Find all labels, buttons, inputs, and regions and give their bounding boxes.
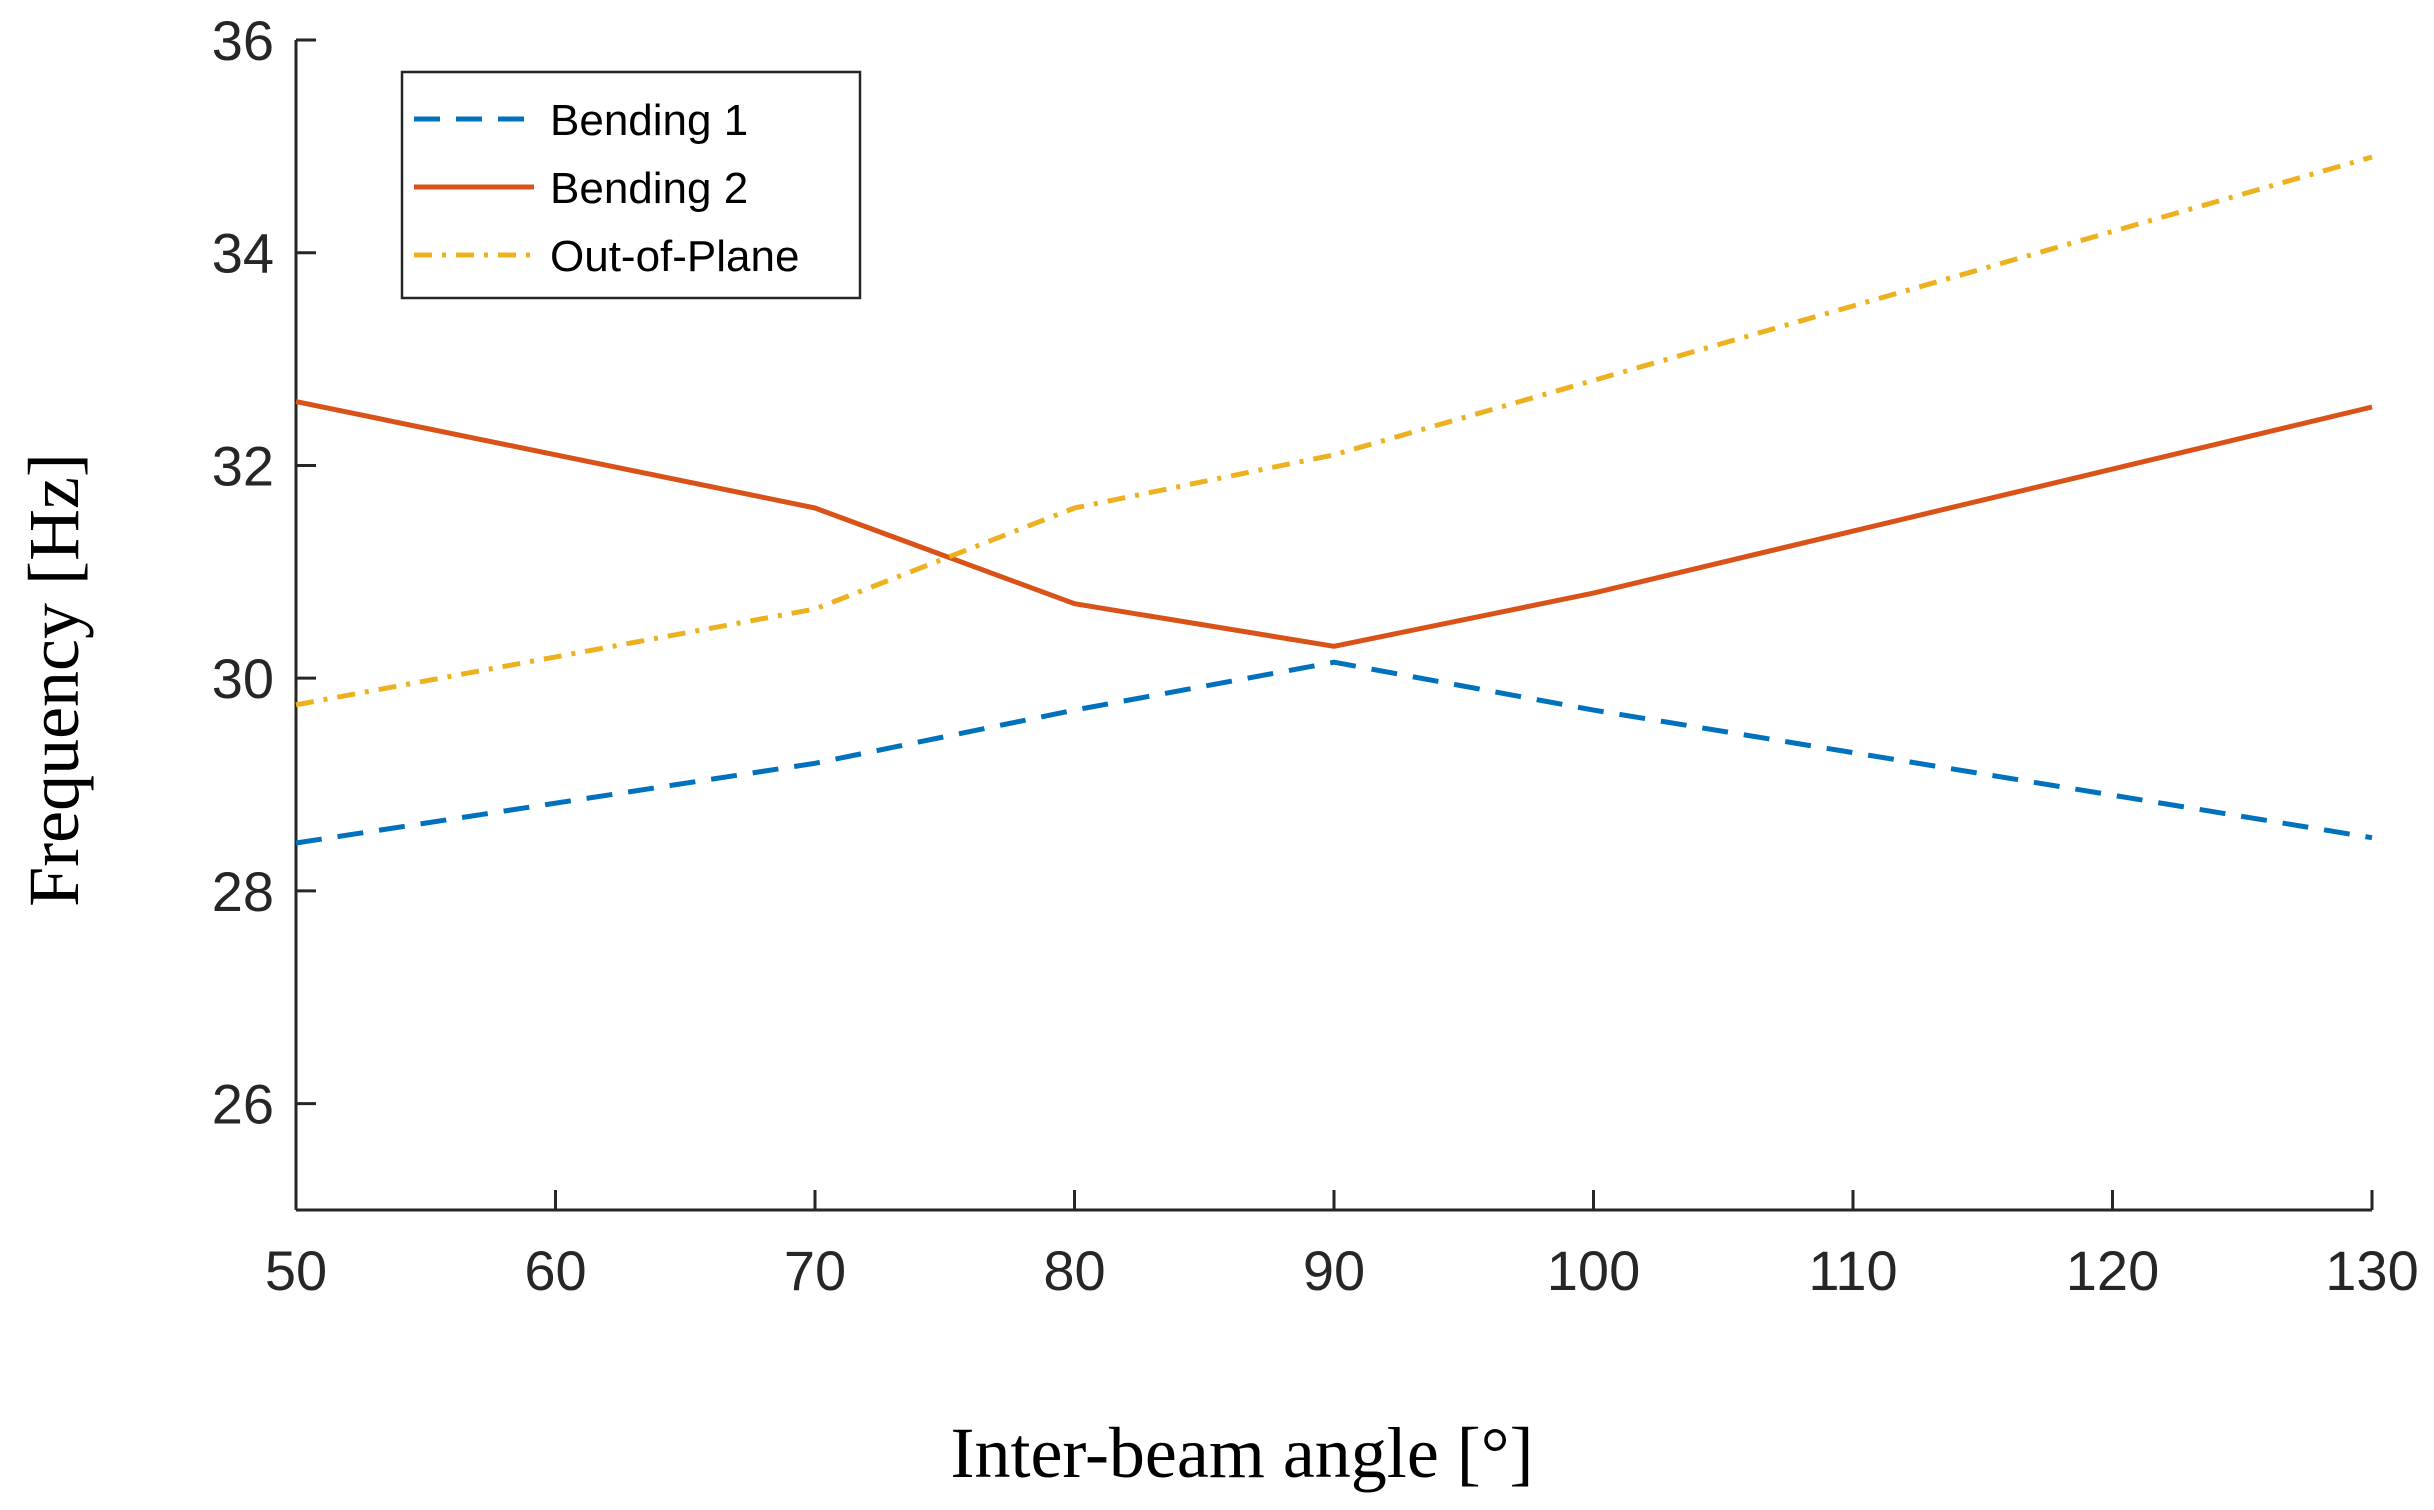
x-axis-title: Inter-beam angle [°] <box>950 1413 1533 1493</box>
series-line-bending-2 <box>295 399 2373 649</box>
y-tick-label: 30 <box>212 647 274 710</box>
x-tick-label: 110 <box>1808 1239 1897 1302</box>
plot-area <box>295 154 2373 846</box>
x-tick-label: 120 <box>2066 1239 2159 1302</box>
x-tick-label: 60 <box>524 1239 586 1302</box>
y-axis-title: Frequency [Hz] <box>14 453 94 907</box>
series-line-out-of-plane <box>295 154 2373 708</box>
legend-label: Bending 1 <box>550 96 748 145</box>
legend-label: Out-of-Plane <box>550 232 799 281</box>
axes: 50 60 70 80 90 100 110 120 130 26 28 30 32 34 36 <box>212 9 2419 1302</box>
y-tick-label: 32 <box>212 434 274 497</box>
legend-label: Bending 2 <box>550 164 748 213</box>
x-tick-label: 80 <box>1043 1239 1105 1302</box>
legend: Bending 1 Bending 2 Out-of-Plane <box>400 70 862 300</box>
y-tick-label: 34 <box>212 222 274 285</box>
x-tick-label: 90 <box>1303 1239 1365 1302</box>
x-tick-label: 100 <box>1547 1239 1640 1302</box>
x-tick-label: 130 <box>2325 1239 2418 1302</box>
series-line-bending-1 <box>295 659 2373 846</box>
y-tick-label: 36 <box>212 9 274 72</box>
x-tick-label: 70 <box>784 1239 846 1302</box>
x-tick-label: 50 <box>265 1239 327 1302</box>
y-tick-label: 26 <box>212 1073 274 1136</box>
y-tick-label: 28 <box>212 860 274 923</box>
